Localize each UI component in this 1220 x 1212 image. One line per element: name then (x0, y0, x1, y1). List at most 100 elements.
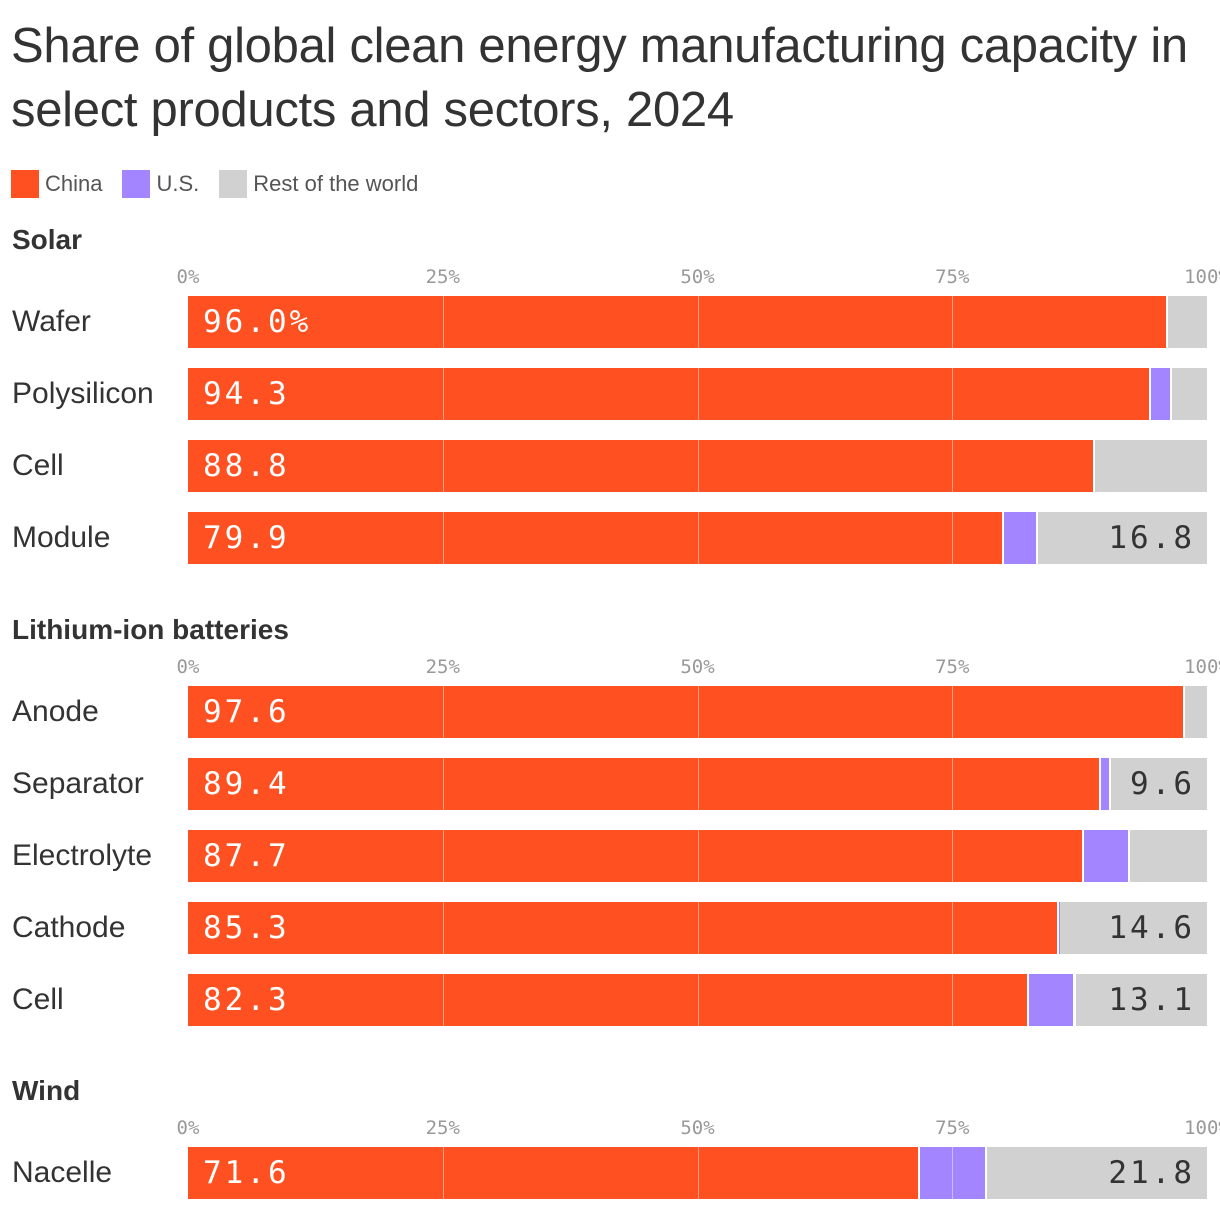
gridline (697, 902, 699, 954)
x-tick-label: 75% (935, 266, 970, 288)
legend-label: China (45, 171, 103, 196)
category-label: Polysilicon (12, 377, 154, 410)
x-tick-label: 25% (425, 266, 460, 288)
bar-segment-china (188, 1147, 918, 1199)
legend: China U.S. Rest of the world (11, 170, 438, 198)
group-heading: Wind (12, 1075, 81, 1106)
gridline (697, 296, 699, 348)
china-value-label: 96.0% (203, 304, 312, 340)
bar-segment-china (188, 512, 1003, 564)
bar-segment-china (188, 686, 1183, 738)
legend-item-china: China (11, 170, 102, 198)
gridline (442, 758, 444, 810)
bar-segment-china (188, 368, 1149, 420)
bar-segment-china (188, 974, 1027, 1026)
bar-segment-rest (1111, 758, 1207, 810)
rest-value-label: 14.6 (1108, 910, 1195, 946)
gridline (442, 974, 444, 1026)
category-label: Wafer (12, 305, 91, 338)
china-value-label: 79.9 (203, 520, 290, 556)
chart-title: Share of global clean energy manufacturi… (11, 19, 1188, 137)
gridline (952, 296, 954, 348)
x-tick-label: 100% (1184, 1117, 1220, 1139)
gridline (952, 758, 954, 810)
bar-segment-rest (1168, 296, 1207, 348)
x-tick-label: 0% (176, 1117, 200, 1139)
gridline (952, 512, 954, 564)
gridline (442, 686, 444, 738)
x-tick-label: 75% (935, 1117, 970, 1139)
category-label: Anode (12, 695, 99, 728)
gridline (697, 1147, 699, 1199)
gridline (952, 1147, 954, 1199)
category-label: Cathode (12, 911, 126, 944)
gridline (952, 686, 954, 738)
gridline (697, 686, 699, 738)
x-tick-label: 50% (680, 266, 715, 288)
gridline (697, 758, 699, 810)
gridline (442, 512, 444, 564)
category-label: Electrolyte (12, 839, 153, 872)
bar-segment-us (1059, 902, 1061, 954)
bar-segment-us (1100, 758, 1110, 810)
bar-segment-rest (1060, 902, 1207, 954)
china-value-label: 88.8 (203, 448, 290, 484)
gridline (697, 830, 699, 882)
group-heading: Lithium-ion batteries (12, 614, 289, 645)
category-label: Module (12, 521, 111, 554)
x-tick-label: 100% (1184, 266, 1220, 288)
bar-segment-rest (1094, 440, 1207, 492)
gridline (952, 368, 954, 420)
bar-segment-us (1083, 830, 1128, 882)
gridline (442, 830, 444, 882)
bar-segment-rest (1075, 974, 1207, 1026)
bar-segment-china (188, 440, 1093, 492)
legend-label: Rest of the world (253, 171, 419, 196)
gridline (952, 974, 954, 1026)
x-tick-label: 75% (935, 656, 970, 678)
legend-swatch (122, 170, 151, 198)
category-label: Cell (12, 449, 64, 482)
x-tick-label: 25% (425, 656, 460, 678)
x-tick-label: 0% (176, 656, 200, 678)
bar-segment-china (188, 296, 1167, 348)
bar-segment-china (188, 830, 1082, 882)
gridline (442, 296, 444, 348)
gridline (697, 440, 699, 492)
x-tick-label: 0% (176, 266, 200, 288)
bar-segment-us (1028, 974, 1074, 1026)
x-tick-label: 50% (680, 656, 715, 678)
group-heading: Solar (12, 224, 83, 255)
legend-item-u-s-: U.S. (122, 170, 199, 198)
gridline (442, 1147, 444, 1199)
china-value-label: 82.3 (203, 982, 290, 1018)
bar-segment-us (1004, 512, 1036, 564)
bar-segment-rest (1129, 830, 1207, 882)
bar-segment-rest (1184, 686, 1207, 738)
china-value-label: 94.3 (203, 376, 290, 412)
legend-swatch (11, 170, 39, 198)
legend-item-rest-of-the-world: Rest of the world (219, 170, 418, 198)
gridline (952, 440, 954, 492)
bar-segment-china (188, 758, 1099, 810)
x-tick-label: 100% (1184, 656, 1220, 678)
rest-value-label: 16.8 (1108, 520, 1195, 556)
china-value-label: 89.4 (203, 766, 290, 802)
category-label: Nacelle (12, 1156, 113, 1189)
category-label: Cell (12, 983, 64, 1016)
bar-segment-rest (1037, 512, 1207, 564)
category-label: Separator (12, 767, 144, 800)
gridline (697, 974, 699, 1026)
china-value-label: 71.6 (203, 1155, 290, 1191)
rest-value-label: 21.8 (1108, 1155, 1195, 1191)
gridline (952, 902, 954, 954)
rest-value-label: 9.6 (1130, 766, 1195, 802)
bar-segment-rest (986, 1147, 1207, 1199)
legend-label: U.S. (156, 171, 200, 196)
x-tick-label: 25% (425, 1117, 460, 1139)
bar-segment-china (188, 902, 1058, 954)
gridline (697, 512, 699, 564)
gridline (442, 368, 444, 420)
gridline (952, 830, 954, 882)
bar-segment-rest (1172, 368, 1207, 420)
